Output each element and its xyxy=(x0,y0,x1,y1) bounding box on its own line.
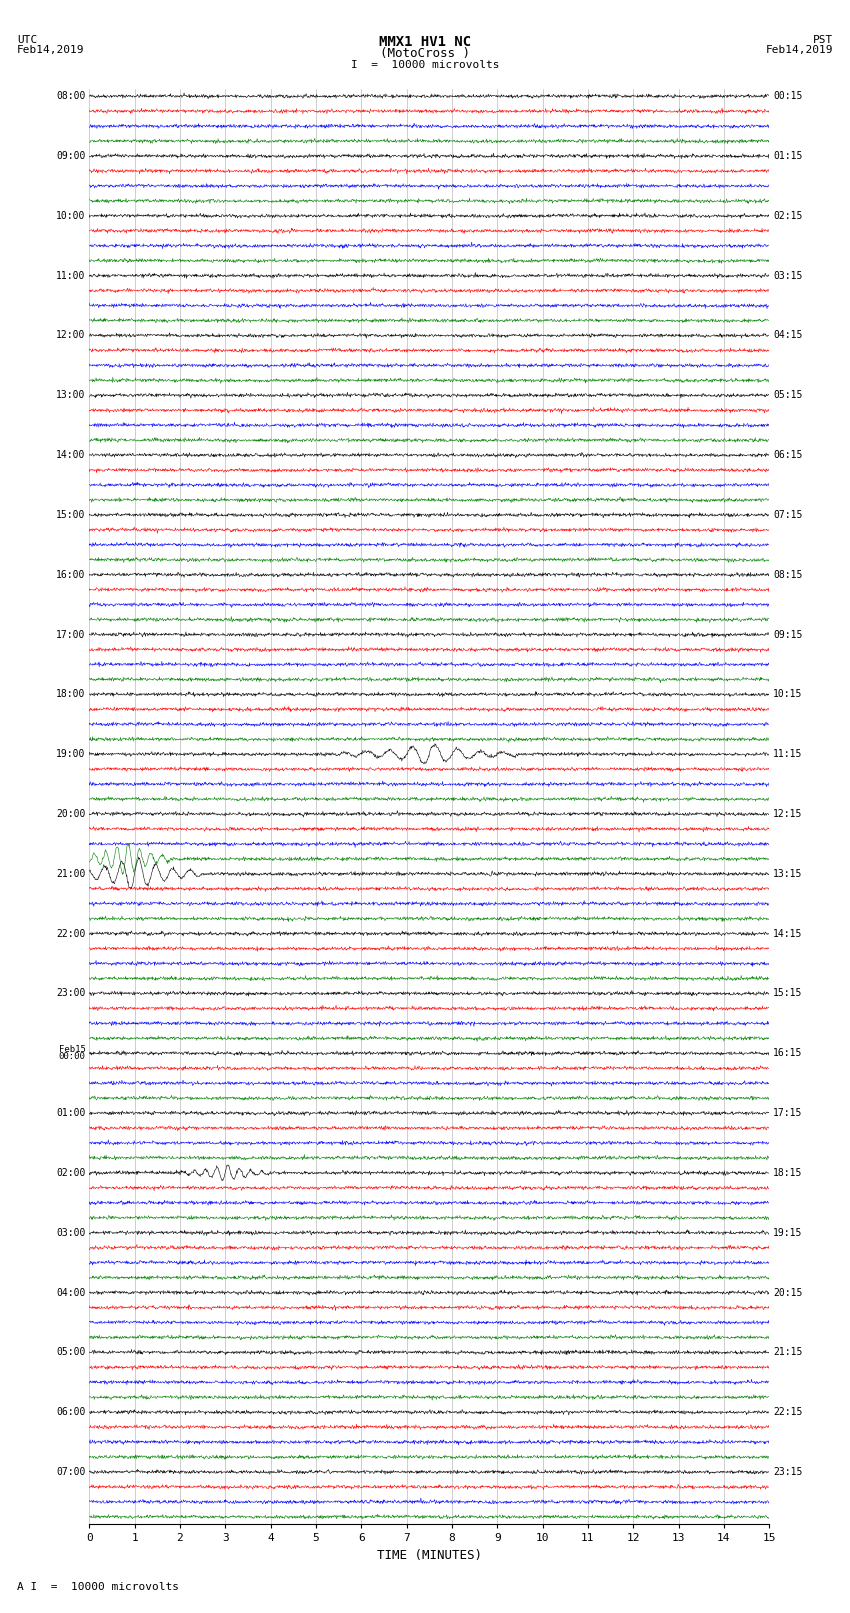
Text: 06:00: 06:00 xyxy=(56,1407,86,1418)
Text: 15:00: 15:00 xyxy=(56,510,86,519)
Text: 13:15: 13:15 xyxy=(773,869,802,879)
Text: 14:00: 14:00 xyxy=(56,450,86,460)
Text: 12:00: 12:00 xyxy=(56,331,86,340)
Text: 03:15: 03:15 xyxy=(773,271,802,281)
Text: 23:00: 23:00 xyxy=(56,989,86,998)
Text: 01:15: 01:15 xyxy=(773,152,802,161)
Text: 05:15: 05:15 xyxy=(773,390,802,400)
Text: 13:00: 13:00 xyxy=(56,390,86,400)
X-axis label: TIME (MINUTES): TIME (MINUTES) xyxy=(377,1548,482,1561)
Text: 15:15: 15:15 xyxy=(773,989,802,998)
Text: (MotoCross ): (MotoCross ) xyxy=(380,47,470,60)
Text: 05:00: 05:00 xyxy=(56,1347,86,1357)
Text: Feb14,2019: Feb14,2019 xyxy=(766,45,833,55)
Text: 19:15: 19:15 xyxy=(773,1227,802,1237)
Text: 10:00: 10:00 xyxy=(56,211,86,221)
Text: 20:00: 20:00 xyxy=(56,810,86,819)
Text: 04:00: 04:00 xyxy=(56,1287,86,1297)
Text: 21:00: 21:00 xyxy=(56,869,86,879)
Text: 07:00: 07:00 xyxy=(56,1466,86,1478)
Text: 22:00: 22:00 xyxy=(56,929,86,939)
Text: Feb14,2019: Feb14,2019 xyxy=(17,45,84,55)
Text: 14:15: 14:15 xyxy=(773,929,802,939)
Text: 11:00: 11:00 xyxy=(56,271,86,281)
Text: 18:15: 18:15 xyxy=(773,1168,802,1177)
Text: 22:15: 22:15 xyxy=(773,1407,802,1418)
Text: 16:00: 16:00 xyxy=(56,569,86,579)
Text: 08:15: 08:15 xyxy=(773,569,802,579)
Text: 00:15: 00:15 xyxy=(773,92,802,102)
Text: 19:00: 19:00 xyxy=(56,748,86,760)
Text: PST: PST xyxy=(813,35,833,45)
Text: 12:15: 12:15 xyxy=(773,810,802,819)
Text: 09:00: 09:00 xyxy=(56,152,86,161)
Text: 04:15: 04:15 xyxy=(773,331,802,340)
Text: 21:15: 21:15 xyxy=(773,1347,802,1357)
Text: 08:00: 08:00 xyxy=(56,92,86,102)
Text: 17:00: 17:00 xyxy=(56,629,86,639)
Text: 03:00: 03:00 xyxy=(56,1227,86,1237)
Text: UTC: UTC xyxy=(17,35,37,45)
Text: 06:15: 06:15 xyxy=(773,450,802,460)
Text: 01:00: 01:00 xyxy=(56,1108,86,1118)
Text: 18:00: 18:00 xyxy=(56,689,86,700)
Text: Feb15: Feb15 xyxy=(59,1045,86,1053)
Text: 02:00: 02:00 xyxy=(56,1168,86,1177)
Text: 17:15: 17:15 xyxy=(773,1108,802,1118)
Text: A I  =  10000 microvolts: A I = 10000 microvolts xyxy=(17,1582,179,1592)
Text: MMX1 HV1 NC: MMX1 HV1 NC xyxy=(379,35,471,50)
Text: I  =  10000 microvolts: I = 10000 microvolts xyxy=(351,60,499,69)
Text: 23:15: 23:15 xyxy=(773,1466,802,1478)
Text: 20:15: 20:15 xyxy=(773,1287,802,1297)
Text: 09:15: 09:15 xyxy=(773,629,802,639)
Text: 10:15: 10:15 xyxy=(773,689,802,700)
Text: 02:15: 02:15 xyxy=(773,211,802,221)
Text: 16:15: 16:15 xyxy=(773,1048,802,1058)
Text: 00:00: 00:00 xyxy=(59,1052,86,1061)
Text: 07:15: 07:15 xyxy=(773,510,802,519)
Text: 11:15: 11:15 xyxy=(773,748,802,760)
